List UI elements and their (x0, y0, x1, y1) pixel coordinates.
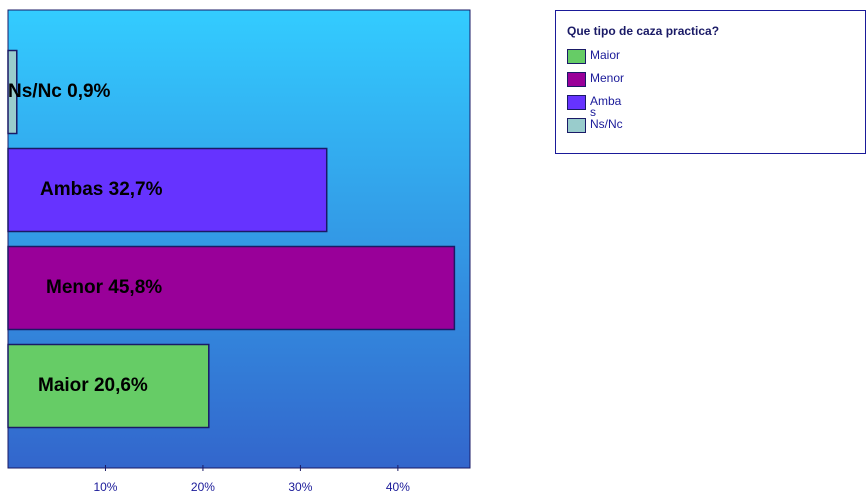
x-tick-label: 10% (93, 480, 117, 494)
legend-title: Que tipo de caza practica? (567, 24, 720, 38)
bar (7, 245, 456, 331)
data-label: Maior 20,6% (38, 375, 148, 396)
legend-label: Ns/Nc (590, 117, 623, 131)
data-label: Ambas 32,7% (40, 179, 163, 200)
data-label: Ns/Nc 0,9% (8, 81, 111, 102)
legend-swatch (567, 49, 586, 64)
data-label: Menor 45,8% (46, 277, 162, 298)
legend-label: Menor (590, 71, 625, 85)
bar (7, 49, 18, 135)
legend-swatch (567, 118, 586, 133)
legend-swatch (567, 72, 586, 87)
legend-swatch (567, 95, 586, 110)
x-tick-label: 40% (386, 480, 410, 494)
legend-label: Maior (590, 48, 621, 62)
x-tick-label: 20% (191, 480, 215, 494)
legend-label: Ambas (590, 94, 622, 119)
x-tick-label: 30% (288, 480, 312, 494)
bar (7, 343, 210, 429)
bar (7, 147, 328, 233)
legend (555, 10, 866, 154)
